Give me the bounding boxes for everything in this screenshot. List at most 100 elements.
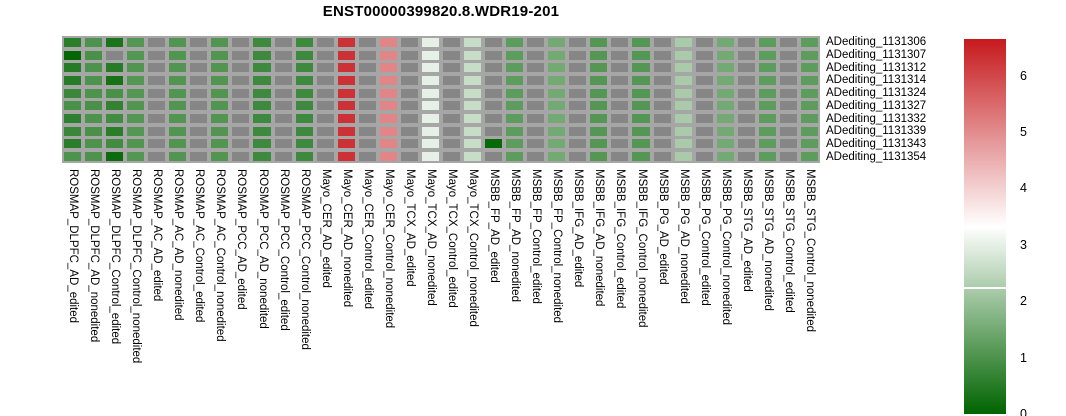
heatmap-cell (758, 63, 776, 73)
heatmap-cell (695, 75, 713, 86)
heatmap-cell (232, 113, 250, 124)
heatmap-cell (569, 113, 587, 124)
heatmap-cell (632, 101, 650, 111)
heatmap-cell (106, 88, 124, 98)
heatmap-cell (590, 101, 608, 111)
heatmap-cell (169, 63, 187, 73)
heatmap-cell (190, 50, 208, 60)
heatmap-cell (190, 126, 208, 136)
heatmap-cell (485, 139, 503, 149)
heatmap-cell (737, 88, 755, 98)
heatmap-cell (253, 63, 271, 73)
heatmap-cell (653, 50, 671, 60)
heatmap-cell (148, 63, 166, 73)
heatmap-cell (800, 38, 818, 48)
colorbar-tick-label: 6 (1020, 68, 1027, 83)
heatmap-cell (211, 75, 229, 86)
heatmap-cell (590, 139, 608, 149)
heatmap-cell (274, 75, 292, 86)
row-label: ADediting_1131306 (826, 36, 927, 48)
heatmap-cell (506, 38, 524, 48)
heatmap-cell (506, 75, 524, 86)
heatmap-cell (85, 101, 103, 111)
heatmap-cell (295, 101, 313, 111)
heatmap-cell (737, 75, 755, 86)
heatmap-cell (737, 50, 755, 60)
heatmap-cell (800, 101, 818, 111)
heatmap-cell (211, 126, 229, 136)
heatmap-cell (464, 101, 482, 111)
heatmap-cell (442, 50, 461, 60)
heatmap-cell (127, 75, 145, 86)
column-label: ROSMAP_DLPFC_AD_edited (67, 169, 80, 324)
heatmap-cell (653, 113, 671, 124)
heatmap-cell (253, 126, 271, 136)
heatmap-cell (527, 38, 545, 48)
heatmap-cell (400, 50, 418, 60)
heatmap-cell (358, 151, 376, 161)
heatmap-cell (800, 75, 818, 86)
column-label: ROSMAP_PCC_AD_edited (235, 169, 248, 310)
heatmap-cell (148, 88, 166, 98)
heatmap-cell (779, 101, 797, 111)
colorbar-tick-label: 0 (1020, 407, 1027, 416)
heatmap-cell (716, 113, 734, 124)
heatmap-cell (674, 50, 692, 60)
colorbar: 6 5 4 3 2 1 0 (964, 39, 1027, 416)
heatmap-cell (358, 63, 376, 73)
heatmap-cell (232, 126, 250, 136)
heatmap-cell (485, 126, 503, 136)
heatmap-cell (400, 75, 418, 86)
heatmap-cell (379, 126, 397, 136)
heatmap-cell (506, 126, 524, 136)
heatmap-cell (506, 139, 524, 149)
heatmap-cell (632, 88, 650, 98)
heatmap-cell (674, 126, 692, 136)
heatmap-cell (316, 75, 334, 86)
heatmap-cell (442, 63, 461, 73)
row-label: ADediting_1131327 (826, 99, 927, 112)
heatmap-cell (569, 63, 587, 73)
heatmap-cell (379, 38, 397, 48)
heatmap-cell (527, 75, 545, 86)
heatmap-cell (127, 38, 145, 48)
heatmap-cell (316, 88, 334, 98)
row-label: ADediting_1131324 (826, 87, 927, 99)
heatmap-cell (611, 63, 629, 73)
heatmap-cell (758, 101, 776, 111)
heatmap-cell (485, 113, 503, 124)
heatmap-cell (674, 101, 692, 111)
heatmap-cell (85, 88, 103, 98)
heatmap-cell (569, 50, 587, 60)
heatmap-cell (232, 63, 250, 73)
heatmap-cell (653, 126, 671, 136)
heatmap-cell (716, 101, 734, 111)
heatmap-cell (106, 101, 124, 111)
heatmap-cell (169, 113, 187, 124)
column-label: MSBB_STG_AD_edited (740, 169, 753, 292)
heatmap-cell (800, 139, 818, 149)
colorbar-gradient (964, 39, 1006, 414)
heatmap-cell (190, 101, 208, 111)
heatmap-cell (295, 38, 313, 48)
column-label: Mayo_TCX_AD_nonedited (424, 169, 437, 306)
heatmap-cell (611, 88, 629, 98)
heatmap-cell (64, 113, 82, 124)
heatmap-cell (337, 151, 355, 161)
heatmap-cell (674, 151, 692, 161)
heatmap-cell (485, 151, 503, 161)
heatmap-cell (758, 38, 776, 48)
heatmap-cell (442, 38, 461, 48)
heatmap-cell (274, 63, 292, 73)
column-label: ROSMAP_PCC_Control_nonedited (298, 169, 311, 350)
heatmap-cell (379, 101, 397, 111)
heatmap-cell (358, 88, 376, 98)
column-label: ROSMAP_DLPFC_Control_edited (109, 169, 122, 345)
heatmap-cell (211, 101, 229, 111)
heatmap-cell (632, 63, 650, 73)
heatmap-cell (506, 113, 524, 124)
heatmap-cell (316, 113, 334, 124)
heatmap-cell (169, 38, 187, 48)
row-label: ADediting_1131339 (826, 125, 927, 138)
colorbar-tick-label: 1 (1020, 350, 1027, 365)
